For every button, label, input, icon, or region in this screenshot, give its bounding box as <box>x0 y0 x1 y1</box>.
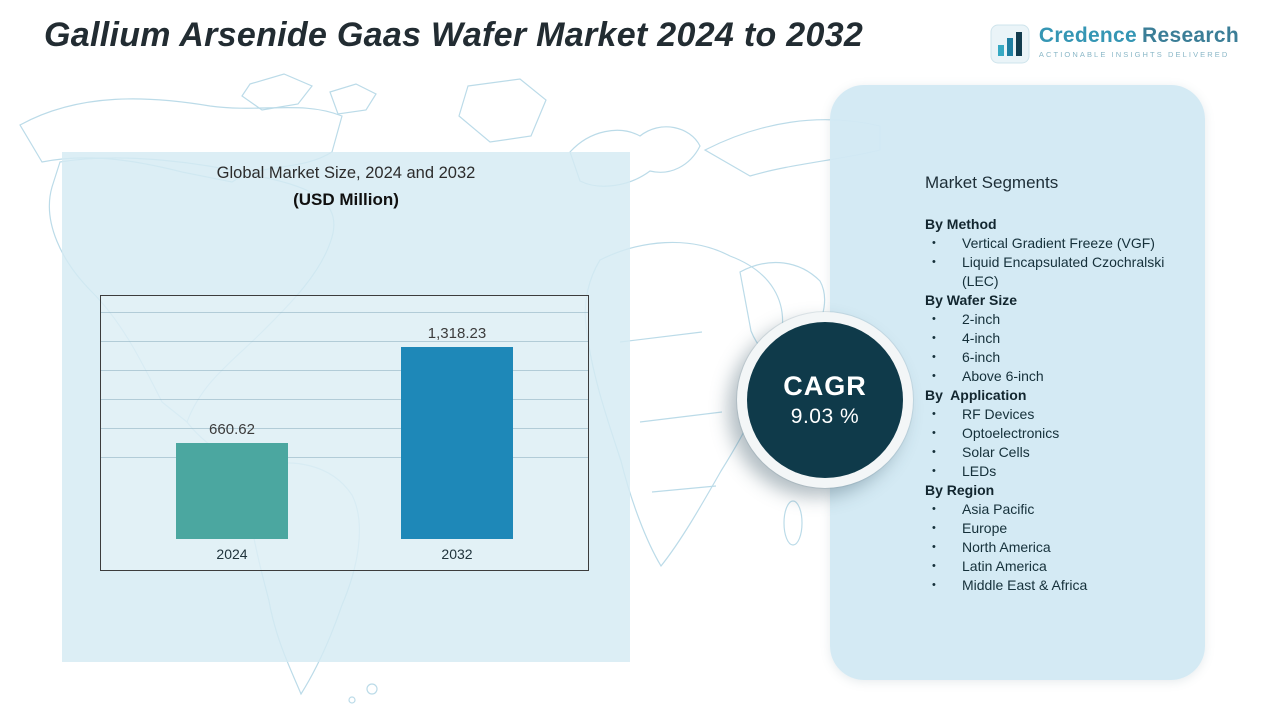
segments-title: Market Segments <box>925 173 1059 192</box>
chart-title: Global Market Size, 2024 and 2032 <box>216 164 476 182</box>
bullet-icon: • <box>932 313 936 325</box>
segment-item: • 4-inch <box>925 329 1187 348</box>
brand-name-primary: Credence <box>1038 24 1138 47</box>
segment-item: • Liquid Encapsulated Czochralski (LEC) <box>925 253 1187 291</box>
brand-name: Credence Research <box>1039 24 1239 48</box>
bullet-icon: • <box>932 332 936 344</box>
segment-item: • 2-inch <box>925 310 1187 329</box>
brand-logo: Credence Research Actionable Insights Del… <box>990 24 1239 64</box>
segment-item-label: Asia Pacific <box>962 501 1035 517</box>
segment-item: • Above 6-inch <box>925 367 1187 386</box>
segment-item: • Vertical Gradient Freeze (VGF) <box>925 234 1187 253</box>
segment-group-heading: By Method <box>925 216 997 232</box>
segment-item: • Europe <box>925 519 1187 538</box>
page-title: Gallium Arsenide Gaas Wafer Market 2024 … <box>44 16 864 54</box>
brand-text: Credence Research Actionable Insights Del… <box>1039 24 1239 59</box>
brand-name-secondary: Research <box>1142 24 1239 47</box>
brand-tagline: Actionable Insights Delivered <box>1038 50 1230 59</box>
segment-item-label: Middle East & Africa <box>962 577 1088 593</box>
bar-2032 <box>401 347 513 539</box>
segment-item-label: Liquid Encapsulated Czochralski (LEC) <box>962 254 1169 289</box>
chart-titles: Global Market Size, 2024 and 2032 (USD M… <box>62 164 630 210</box>
bullet-icon: • <box>932 256 936 268</box>
segments-list: By Method • Vertical Gradient Freeze (VGF)… <box>925 215 1187 595</box>
market-size-panel: Global Market Size, 2024 and 2032 (USD M… <box>62 152 630 662</box>
segment-item: • Middle East & Africa <box>925 576 1187 595</box>
bullet-icon: • <box>932 370 936 382</box>
bar-chart: 660.62 2024 1,318.23 2032 <box>100 295 589 571</box>
bar-value-label: 660.62 <box>209 421 255 438</box>
segment-item: • RF Devices <box>925 405 1187 424</box>
bar-value-label: 1,318.23 <box>427 325 487 342</box>
segment-item: • Latin America <box>925 557 1187 576</box>
segment-item-label: 2-inch <box>962 311 1001 327</box>
segment-item: • Optoelectronics <box>925 424 1187 443</box>
bullet-icon: • <box>932 522 936 534</box>
bar-group-2032: 1,318.23 2032 <box>401 325 513 564</box>
bar-chart-logo-icon <box>990 24 1030 64</box>
segment-item-label: Europe <box>962 520 1008 536</box>
bullet-icon: • <box>932 541 936 553</box>
cagr-value: 9.03 % <box>790 405 860 428</box>
segment-item-label: Solar Cells <box>962 444 1030 460</box>
chart-subtitle: (USD Million) <box>293 190 399 209</box>
bullet-icon: • <box>932 237 936 249</box>
segment-item-label: 6-inch <box>962 349 1001 365</box>
segment-item: • Solar Cells <box>925 443 1187 462</box>
segment-item-label: Above 6-inch <box>962 368 1044 384</box>
bullet-icon: • <box>932 351 936 363</box>
segment-item: • North America <box>925 538 1187 557</box>
bar-category-label: 2024 <box>216 546 248 562</box>
segment-item: • Asia Pacific <box>925 500 1187 519</box>
segment-item-label: Optoelectronics <box>962 425 1060 441</box>
bar-group-2024: 660.62 2024 <box>176 421 288 564</box>
bar-category-label: 2032 <box>441 546 473 562</box>
segment-group-heading: By Application <box>925 387 1027 403</box>
bullet-icon: • <box>932 446 936 458</box>
segment-item-label: 4-inch <box>962 330 1001 346</box>
segment-group-heading: By Region <box>925 482 995 498</box>
bullet-icon: • <box>932 503 936 515</box>
bullet-icon: • <box>932 408 936 420</box>
segment-item-label: Vertical Gradient Freeze (VGF) <box>962 235 1155 251</box>
segment-item-label: North America <box>962 539 1051 555</box>
bullet-icon: • <box>932 560 936 572</box>
bullet-icon: • <box>932 579 936 591</box>
segment-item: • LEDs <box>925 462 1187 481</box>
bullet-icon: • <box>932 465 936 477</box>
segment-item-label: LEDs <box>962 463 997 479</box>
chart-gridlines <box>101 312 588 462</box>
segment-item: • 6-inch <box>925 348 1187 367</box>
cagr-badge: CAGR 9.03 % <box>737 312 913 488</box>
bar-2024 <box>176 443 288 539</box>
segment-item-label: Latin America <box>962 558 1047 574</box>
bullet-icon: • <box>932 427 936 439</box>
cagr-label: CAGR <box>783 371 867 401</box>
cagr-badge-circle: CAGR 9.03 % <box>747 322 903 478</box>
segment-group-heading: By Wafer Size <box>925 292 1018 308</box>
segment-item-label: RF Devices <box>962 406 1035 422</box>
